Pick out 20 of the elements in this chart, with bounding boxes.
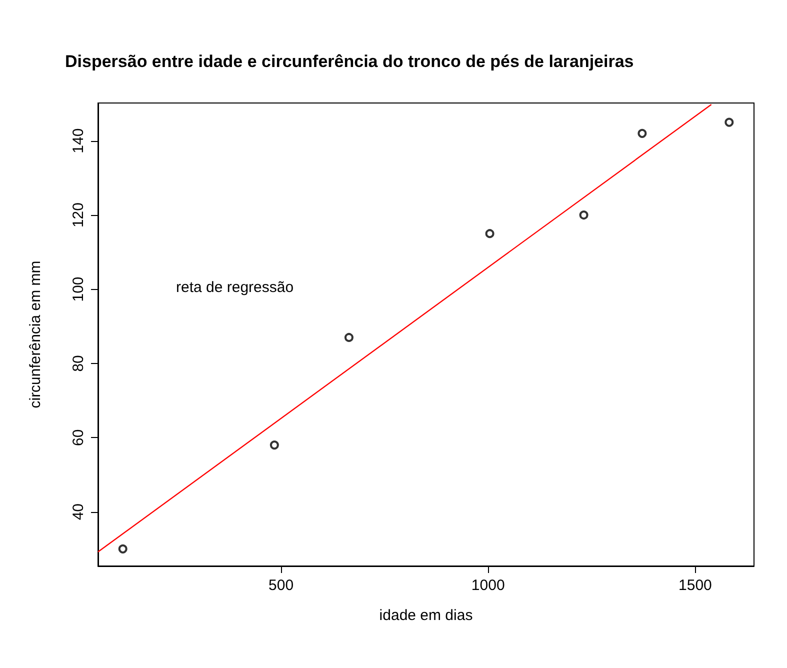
point xyxy=(270,440,279,450)
y-tick-label: 100 xyxy=(70,276,87,302)
point xyxy=(638,128,647,138)
point xyxy=(118,544,128,554)
x-tick-label: 500 xyxy=(268,577,294,594)
y-tick-label: 40 xyxy=(70,503,87,520)
chart-title: Dispersão entre idade e circunferência do tronco de pés de laranjeiras xyxy=(65,52,634,71)
point xyxy=(724,118,734,127)
y-tick-label: 140 xyxy=(70,128,87,154)
y-axis-title: circunferência em mm xyxy=(27,260,44,408)
x-axis-title: idade em dias xyxy=(379,607,473,624)
x-tick-label: 1000 xyxy=(471,577,505,594)
y-tick-label: 120 xyxy=(70,202,87,228)
point xyxy=(579,210,588,220)
annotation: reta de regressão xyxy=(176,279,294,296)
y-tick-label: 60 xyxy=(70,429,87,446)
point xyxy=(485,229,494,238)
point xyxy=(344,332,354,342)
y-tick-label: 80 xyxy=(70,355,87,372)
x-tick-label: 1500 xyxy=(678,577,712,594)
